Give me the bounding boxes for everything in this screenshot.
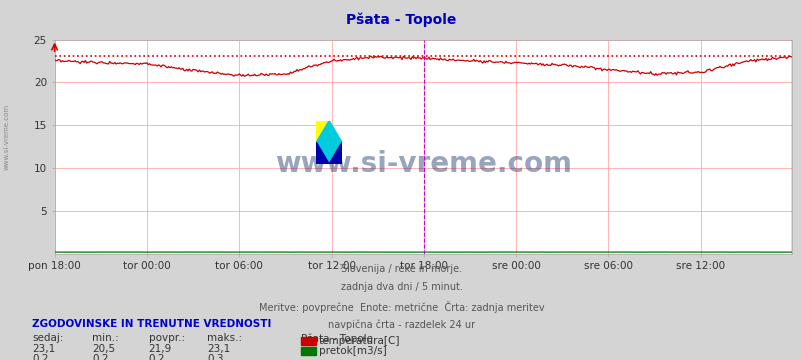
Polygon shape xyxy=(329,142,342,164)
Polygon shape xyxy=(316,121,329,142)
Text: pretok[m3/s]: pretok[m3/s] xyxy=(318,346,386,356)
Text: maks.:: maks.: xyxy=(207,333,242,343)
Text: Pšata - Topole: Pšata - Topole xyxy=(346,13,456,27)
Text: 0,2: 0,2 xyxy=(92,354,109,360)
Text: zadnja dva dni / 5 minut.: zadnja dva dni / 5 minut. xyxy=(340,282,462,292)
Polygon shape xyxy=(316,142,329,164)
Text: navpična črta - razdelek 24 ur: navpična črta - razdelek 24 ur xyxy=(327,320,475,330)
Text: ZGODOVINSKE IN TRENUTNE VREDNOSTI: ZGODOVINSKE IN TRENUTNE VREDNOSTI xyxy=(32,319,271,329)
Text: 0,2: 0,2 xyxy=(32,354,49,360)
Text: Pšata - Topole: Pšata - Topole xyxy=(301,333,373,343)
Text: Slovenija / reke in morje.: Slovenija / reke in morje. xyxy=(341,264,461,274)
Text: sedaj:: sedaj: xyxy=(32,333,63,343)
Text: Meritve: povprečne  Enote: metrične  Črta: zadnja meritev: Meritve: povprečne Enote: metrične Črta:… xyxy=(258,301,544,313)
Text: 0,3: 0,3 xyxy=(207,354,224,360)
Text: 21,9: 21,9 xyxy=(148,344,172,354)
Polygon shape xyxy=(316,121,342,164)
Text: 0,2: 0,2 xyxy=(148,354,165,360)
Text: povpr.:: povpr.: xyxy=(148,333,184,343)
Text: 23,1: 23,1 xyxy=(207,344,230,354)
Text: www.si-vreme.com: www.si-vreme.com xyxy=(274,150,571,178)
Text: temperatura[C]: temperatura[C] xyxy=(318,336,399,346)
Text: 20,5: 20,5 xyxy=(92,344,115,354)
Text: www.si-vreme.com: www.si-vreme.com xyxy=(3,104,10,170)
Text: min.:: min.: xyxy=(92,333,119,343)
Text: 23,1: 23,1 xyxy=(32,344,55,354)
